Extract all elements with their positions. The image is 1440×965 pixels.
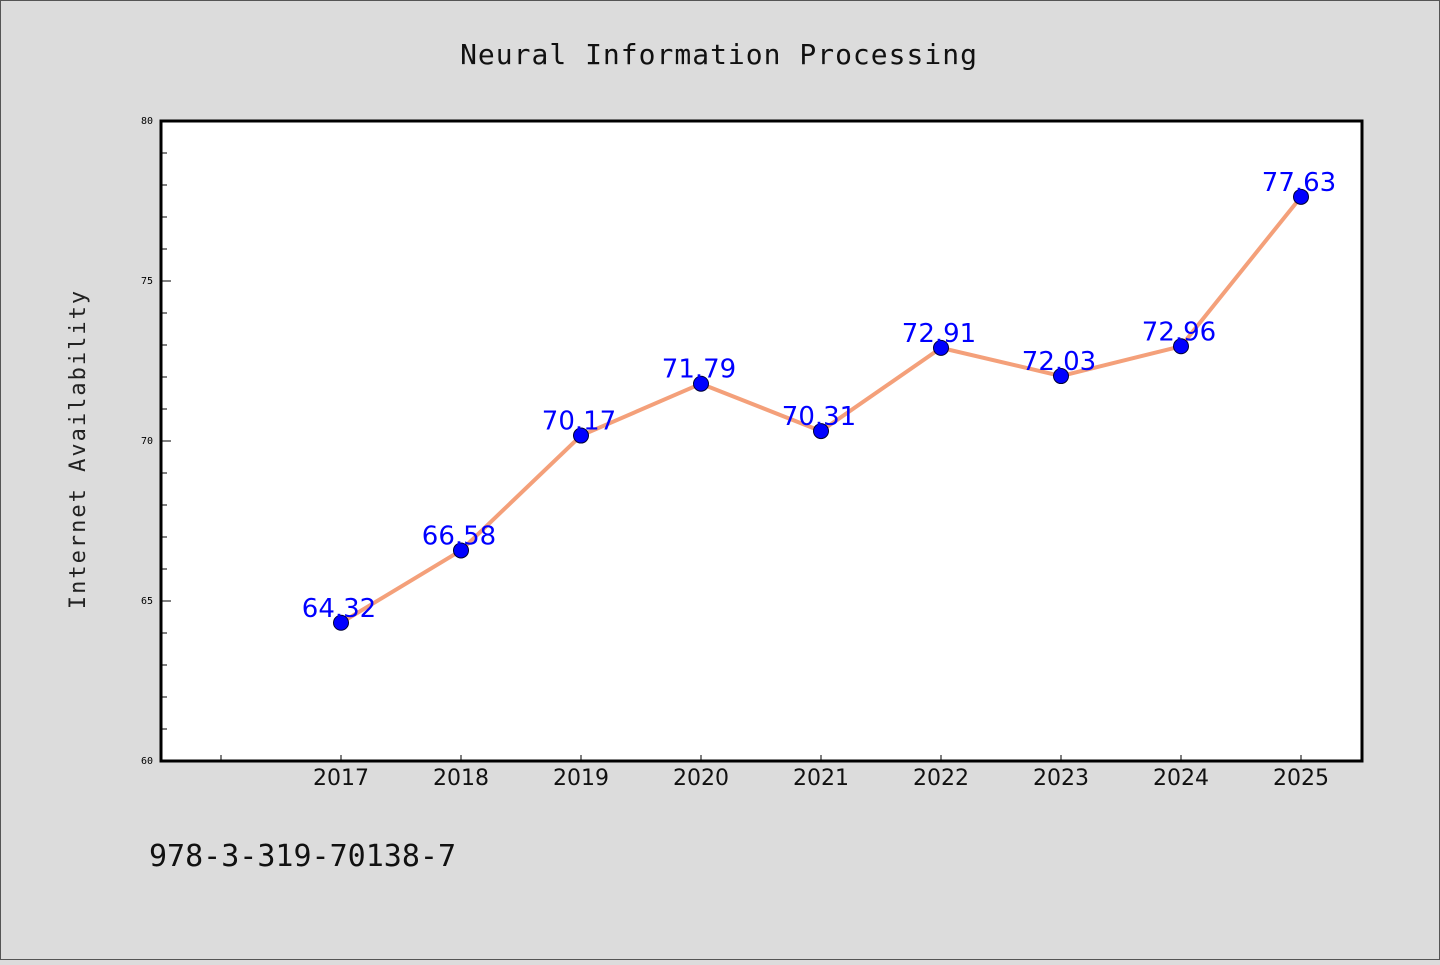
- data-labels: 64.32 66.58 70.17 71.79 70.31 72.91 72.03 72.96…: [302, 168, 1336, 624]
- x-tick-label: 2025: [1273, 766, 1329, 791]
- data-point: [1053, 368, 1069, 385]
- data-label: 77.63: [1262, 168, 1336, 198]
- y-tick-label: 70: [141, 436, 153, 447]
- x-tick-label: 2022: [913, 766, 969, 791]
- data-point: [333, 614, 349, 631]
- plot-area: [159, 119, 1364, 763]
- x-tick-label: 2019: [553, 766, 609, 791]
- footer-code: 978-3-319-70138-7: [149, 839, 456, 874]
- y-tick-label: 80: [141, 116, 153, 127]
- data-label: 71.79: [662, 355, 736, 385]
- data-point: [453, 542, 469, 559]
- y-tick-label: 60: [141, 756, 153, 767]
- y-axis-label: Internet Availability: [66, 289, 91, 609]
- data-point: [1173, 338, 1189, 355]
- x-tick-label: 2024: [1153, 766, 1209, 791]
- chart-title: Neural Information Processing: [460, 38, 978, 71]
- y-tick-label: 65: [141, 596, 153, 607]
- data-point: [573, 427, 589, 444]
- data-point: [933, 339, 949, 356]
- x-tick-label: 2018: [433, 766, 489, 791]
- y-tick-label: 75: [141, 276, 153, 287]
- data-point: [813, 423, 829, 440]
- x-axis-ticks: 2017 2018 2019 2020 2021 2022 2023 2024 2025: [220, 755, 1329, 791]
- x-tick-label: 2017: [313, 766, 369, 791]
- data-label: 70.17: [542, 407, 616, 437]
- data-label: 72.91: [902, 319, 976, 349]
- y-minor-ticks: [161, 152, 167, 730]
- data-point: [693, 375, 709, 392]
- data-markers: [333, 188, 1309, 631]
- data-label: 72.03: [1022, 347, 1096, 377]
- y-axis-ticks: 60 65 70 75 80: [141, 116, 171, 767]
- data-label: 70.31: [782, 402, 856, 432]
- data-label: 72.96: [1142, 317, 1216, 347]
- data-label: 66.58: [422, 521, 496, 551]
- x-tick-label: 2023: [1033, 766, 1089, 791]
- data-point: [1293, 188, 1309, 205]
- data-label: 64.32: [302, 594, 376, 624]
- x-tick-label: 2020: [673, 766, 729, 791]
- x-tick-label: 2021: [793, 766, 849, 791]
